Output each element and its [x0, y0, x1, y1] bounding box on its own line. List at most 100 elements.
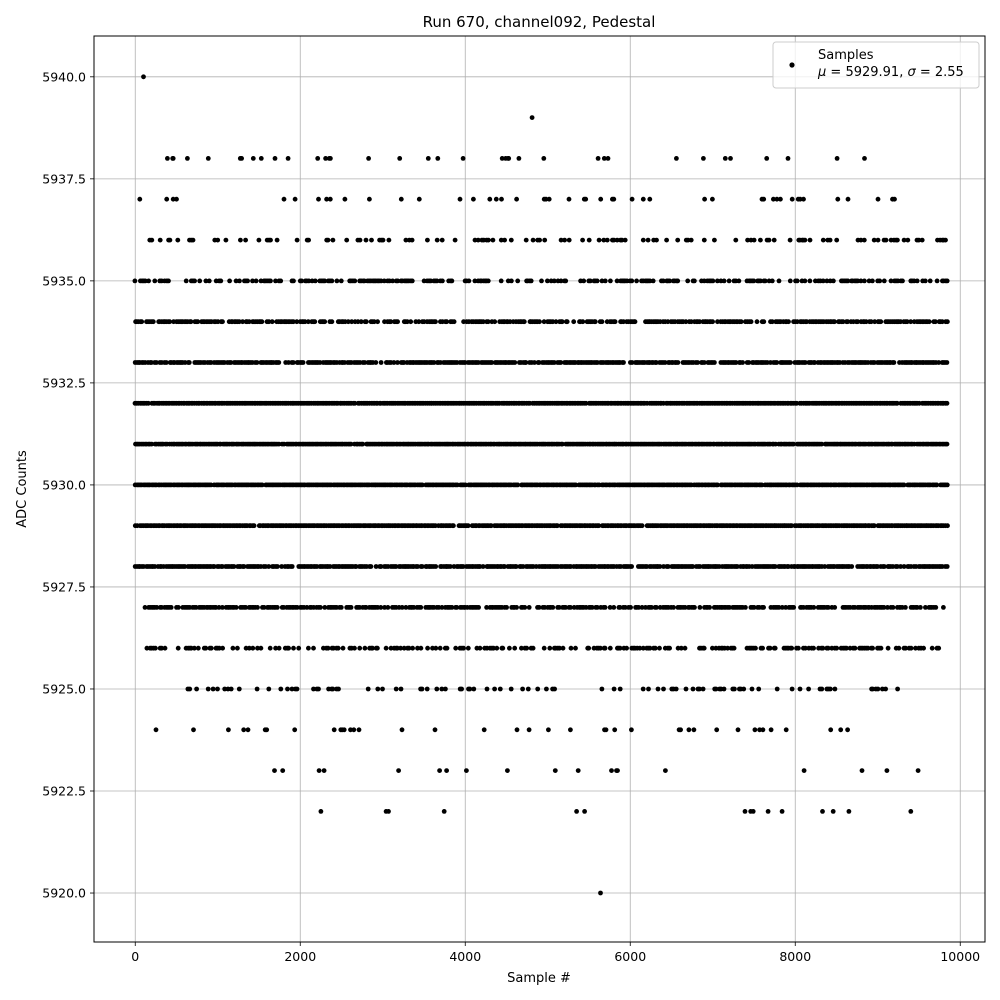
x-tick-label: 0	[131, 949, 139, 964]
data-point	[369, 237, 374, 243]
data-point	[432, 727, 438, 733]
data-point	[849, 564, 855, 569]
data-point	[858, 278, 864, 284]
data-point	[292, 196, 298, 202]
data-point	[863, 319, 869, 325]
data-point	[562, 237, 567, 243]
data-point	[174, 196, 179, 202]
data-point	[453, 645, 459, 651]
data-point	[150, 319, 156, 325]
data-point	[691, 727, 697, 733]
data-point	[316, 686, 321, 692]
data-point	[559, 319, 565, 325]
data-point	[714, 727, 720, 733]
data-point	[373, 360, 379, 365]
data-point	[557, 645, 562, 651]
data-point	[195, 319, 201, 325]
data-point	[215, 237, 221, 243]
data-point	[895, 237, 900, 243]
data-point	[516, 156, 522, 161]
data-point	[586, 237, 592, 243]
data-point	[803, 645, 808, 651]
data-point	[622, 605, 628, 610]
data-point	[796, 645, 801, 651]
data-point	[205, 686, 211, 692]
data-point	[502, 237, 507, 243]
data-point	[568, 727, 573, 733]
data-point	[299, 278, 304, 284]
data-point	[536, 605, 542, 610]
data-point	[415, 564, 420, 569]
data-point	[697, 319, 702, 325]
data-point	[525, 686, 531, 692]
data-point	[363, 237, 369, 243]
data-point	[149, 441, 155, 447]
data-point	[715, 278, 720, 284]
data-point	[465, 645, 471, 651]
data-point	[934, 278, 940, 284]
data-point	[305, 319, 311, 325]
data-point	[884, 768, 890, 773]
data-point	[362, 645, 368, 651]
data-point	[243, 605, 249, 610]
data-point	[774, 686, 780, 692]
data-point	[273, 278, 278, 284]
data-point	[604, 237, 610, 243]
data-point	[294, 686, 300, 692]
data-point	[753, 645, 758, 651]
data-point	[749, 686, 755, 692]
data-point	[783, 605, 789, 610]
data-point	[566, 196, 572, 202]
data-point	[393, 564, 399, 569]
data-point	[710, 319, 715, 325]
data-point	[845, 727, 850, 733]
data-point	[203, 645, 209, 651]
data-point	[141, 74, 146, 80]
data-point	[358, 319, 364, 325]
data-point	[403, 605, 409, 610]
data-point	[701, 156, 706, 161]
data-point	[574, 809, 579, 814]
data-point	[587, 278, 593, 284]
data-point	[241, 727, 247, 733]
data-point	[159, 645, 165, 651]
data-point	[390, 278, 395, 284]
y-tick-label: 5922.5	[42, 784, 86, 799]
data-point	[246, 645, 252, 651]
data-point	[512, 645, 518, 651]
data-point	[349, 319, 355, 325]
data-point	[348, 441, 354, 447]
data-point	[750, 809, 756, 814]
data-point	[556, 605, 562, 610]
data-point	[713, 686, 719, 692]
data-point	[936, 645, 942, 651]
data-point	[868, 319, 874, 325]
data-point	[891, 360, 897, 365]
x-tick-label: 10000	[940, 949, 980, 964]
data-point	[764, 156, 770, 161]
data-point	[922, 278, 928, 284]
data-point	[701, 237, 707, 243]
data-point	[512, 360, 518, 365]
data-point	[881, 564, 887, 569]
data-point	[367, 196, 372, 202]
data-point	[710, 278, 716, 284]
data-point	[524, 645, 530, 651]
data-point	[233, 605, 239, 610]
y-tick-label: 5927.5	[42, 579, 86, 594]
data-point	[216, 645, 222, 651]
data-point	[615, 768, 620, 773]
data-point	[329, 278, 335, 284]
data-point	[476, 605, 481, 610]
data-point	[409, 237, 415, 243]
data-point	[185, 156, 190, 161]
data-point	[228, 686, 234, 692]
data-point	[663, 768, 668, 773]
data-point	[467, 686, 473, 692]
data-point	[464, 768, 469, 773]
data-point	[544, 686, 549, 692]
data-point	[408, 319, 414, 325]
data-point	[434, 237, 440, 243]
data-point	[712, 360, 717, 365]
